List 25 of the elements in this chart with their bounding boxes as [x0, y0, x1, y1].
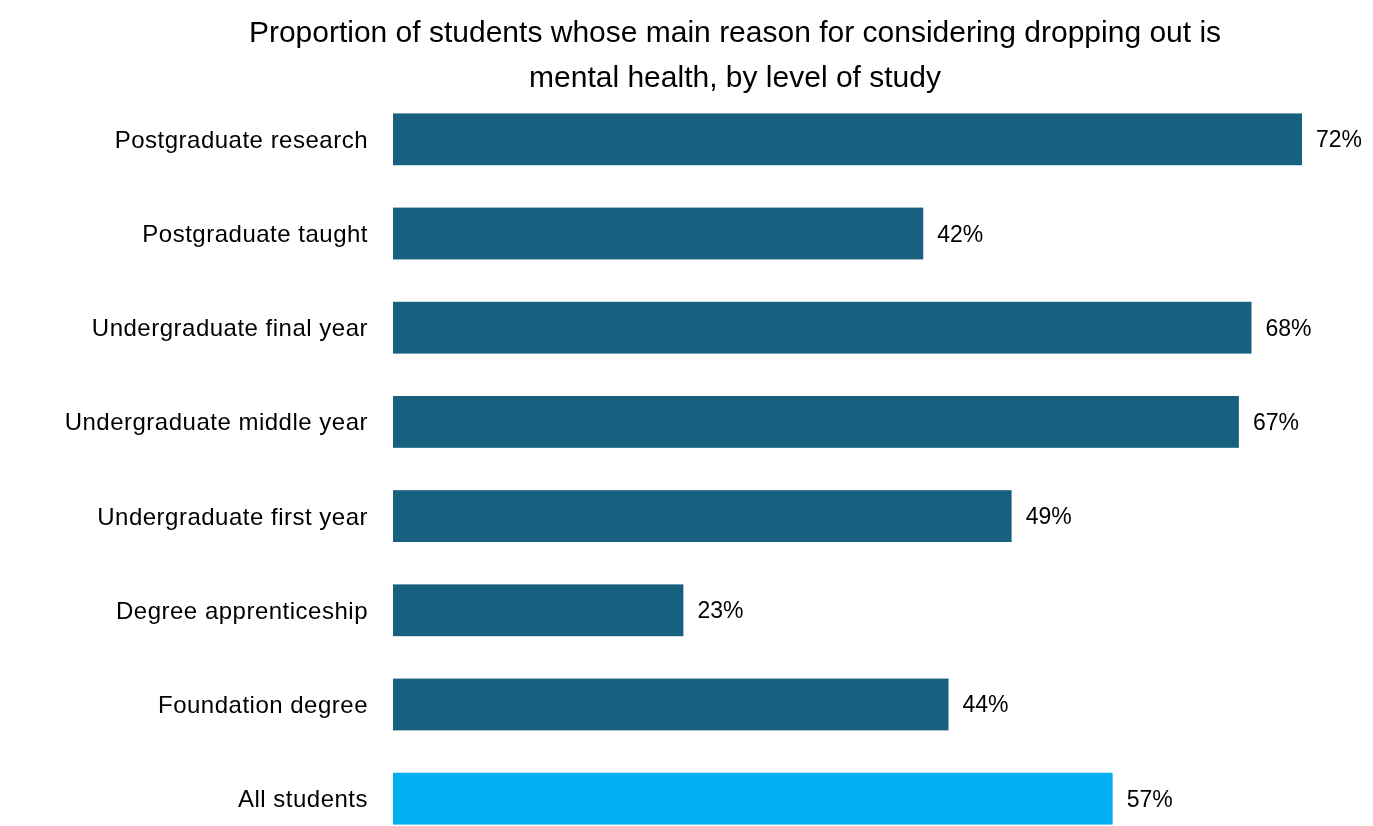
- bar: [393, 678, 949, 731]
- y-tick-label: All students: [237, 785, 368, 813]
- y-tick-label: Undergraduate final year: [91, 314, 368, 342]
- bar: [393, 772, 1113, 825]
- bar: [393, 301, 1252, 354]
- data-label: 57%: [1126, 785, 1173, 812]
- data-label: 67%: [1252, 408, 1299, 435]
- data-label: 42%: [937, 220, 984, 247]
- bar: [393, 207, 924, 260]
- data-label: 44%: [962, 691, 1009, 718]
- chart-title: Proportion of students whose main reason for considering dropping out is mental health, by level of study: [248, 15, 1222, 93]
- y-tick-label: Undergraduate first year: [97, 502, 368, 530]
- data-label: 49%: [1025, 503, 1072, 530]
- data-label: 72%: [1316, 126, 1363, 153]
- y-tick-label: Postgraduate research: [114, 125, 368, 153]
- y-tick-label: Degree apprenticeship: [116, 596, 368, 624]
- bar: [393, 113, 1302, 166]
- data-label: 68%: [1265, 314, 1312, 341]
- bar: [393, 490, 1012, 542]
- bar: [393, 584, 684, 637]
- y-tick-label: Postgraduate taught: [142, 220, 368, 248]
- y-tick-label: Undergraduate middle year: [64, 408, 368, 436]
- bar: [393, 396, 1239, 448]
- y-tick-label: Foundation degree: [158, 690, 368, 718]
- data-label: 23%: [697, 597, 744, 624]
